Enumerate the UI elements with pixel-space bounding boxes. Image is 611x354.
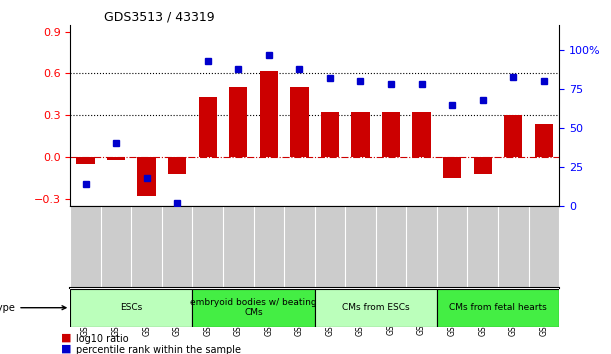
Bar: [168, 157, 186, 174]
Bar: [260, 71, 278, 157]
Bar: [229, 87, 247, 157]
Bar: [504, 115, 522, 157]
Bar: [535, 124, 553, 157]
Bar: [290, 87, 309, 157]
Text: ■: ■: [61, 333, 71, 343]
Bar: [199, 97, 217, 157]
Text: CMs from fetal hearts: CMs from fetal hearts: [449, 303, 547, 312]
Text: percentile rank within the sample: percentile rank within the sample: [76, 345, 241, 354]
Text: embryoid bodies w/ beating
CMs: embryoid bodies w/ beating CMs: [190, 298, 317, 318]
Bar: [76, 157, 95, 164]
Bar: [137, 157, 156, 196]
Bar: [443, 157, 461, 178]
Text: CMs from ESCs: CMs from ESCs: [342, 303, 409, 312]
Text: ■: ■: [61, 344, 71, 354]
Text: cell type: cell type: [0, 303, 66, 313]
Bar: [192, 289, 315, 327]
Bar: [70, 289, 192, 327]
Bar: [437, 289, 559, 327]
Bar: [382, 113, 400, 157]
Bar: [412, 113, 431, 157]
Bar: [474, 157, 492, 174]
Bar: [321, 113, 339, 157]
Bar: [351, 113, 370, 157]
Text: ESCs: ESCs: [120, 303, 142, 312]
Text: log10 ratio: log10 ratio: [76, 334, 129, 344]
Bar: [107, 157, 125, 160]
Text: GDS3513 / 43319: GDS3513 / 43319: [104, 11, 215, 24]
Bar: [315, 289, 437, 327]
